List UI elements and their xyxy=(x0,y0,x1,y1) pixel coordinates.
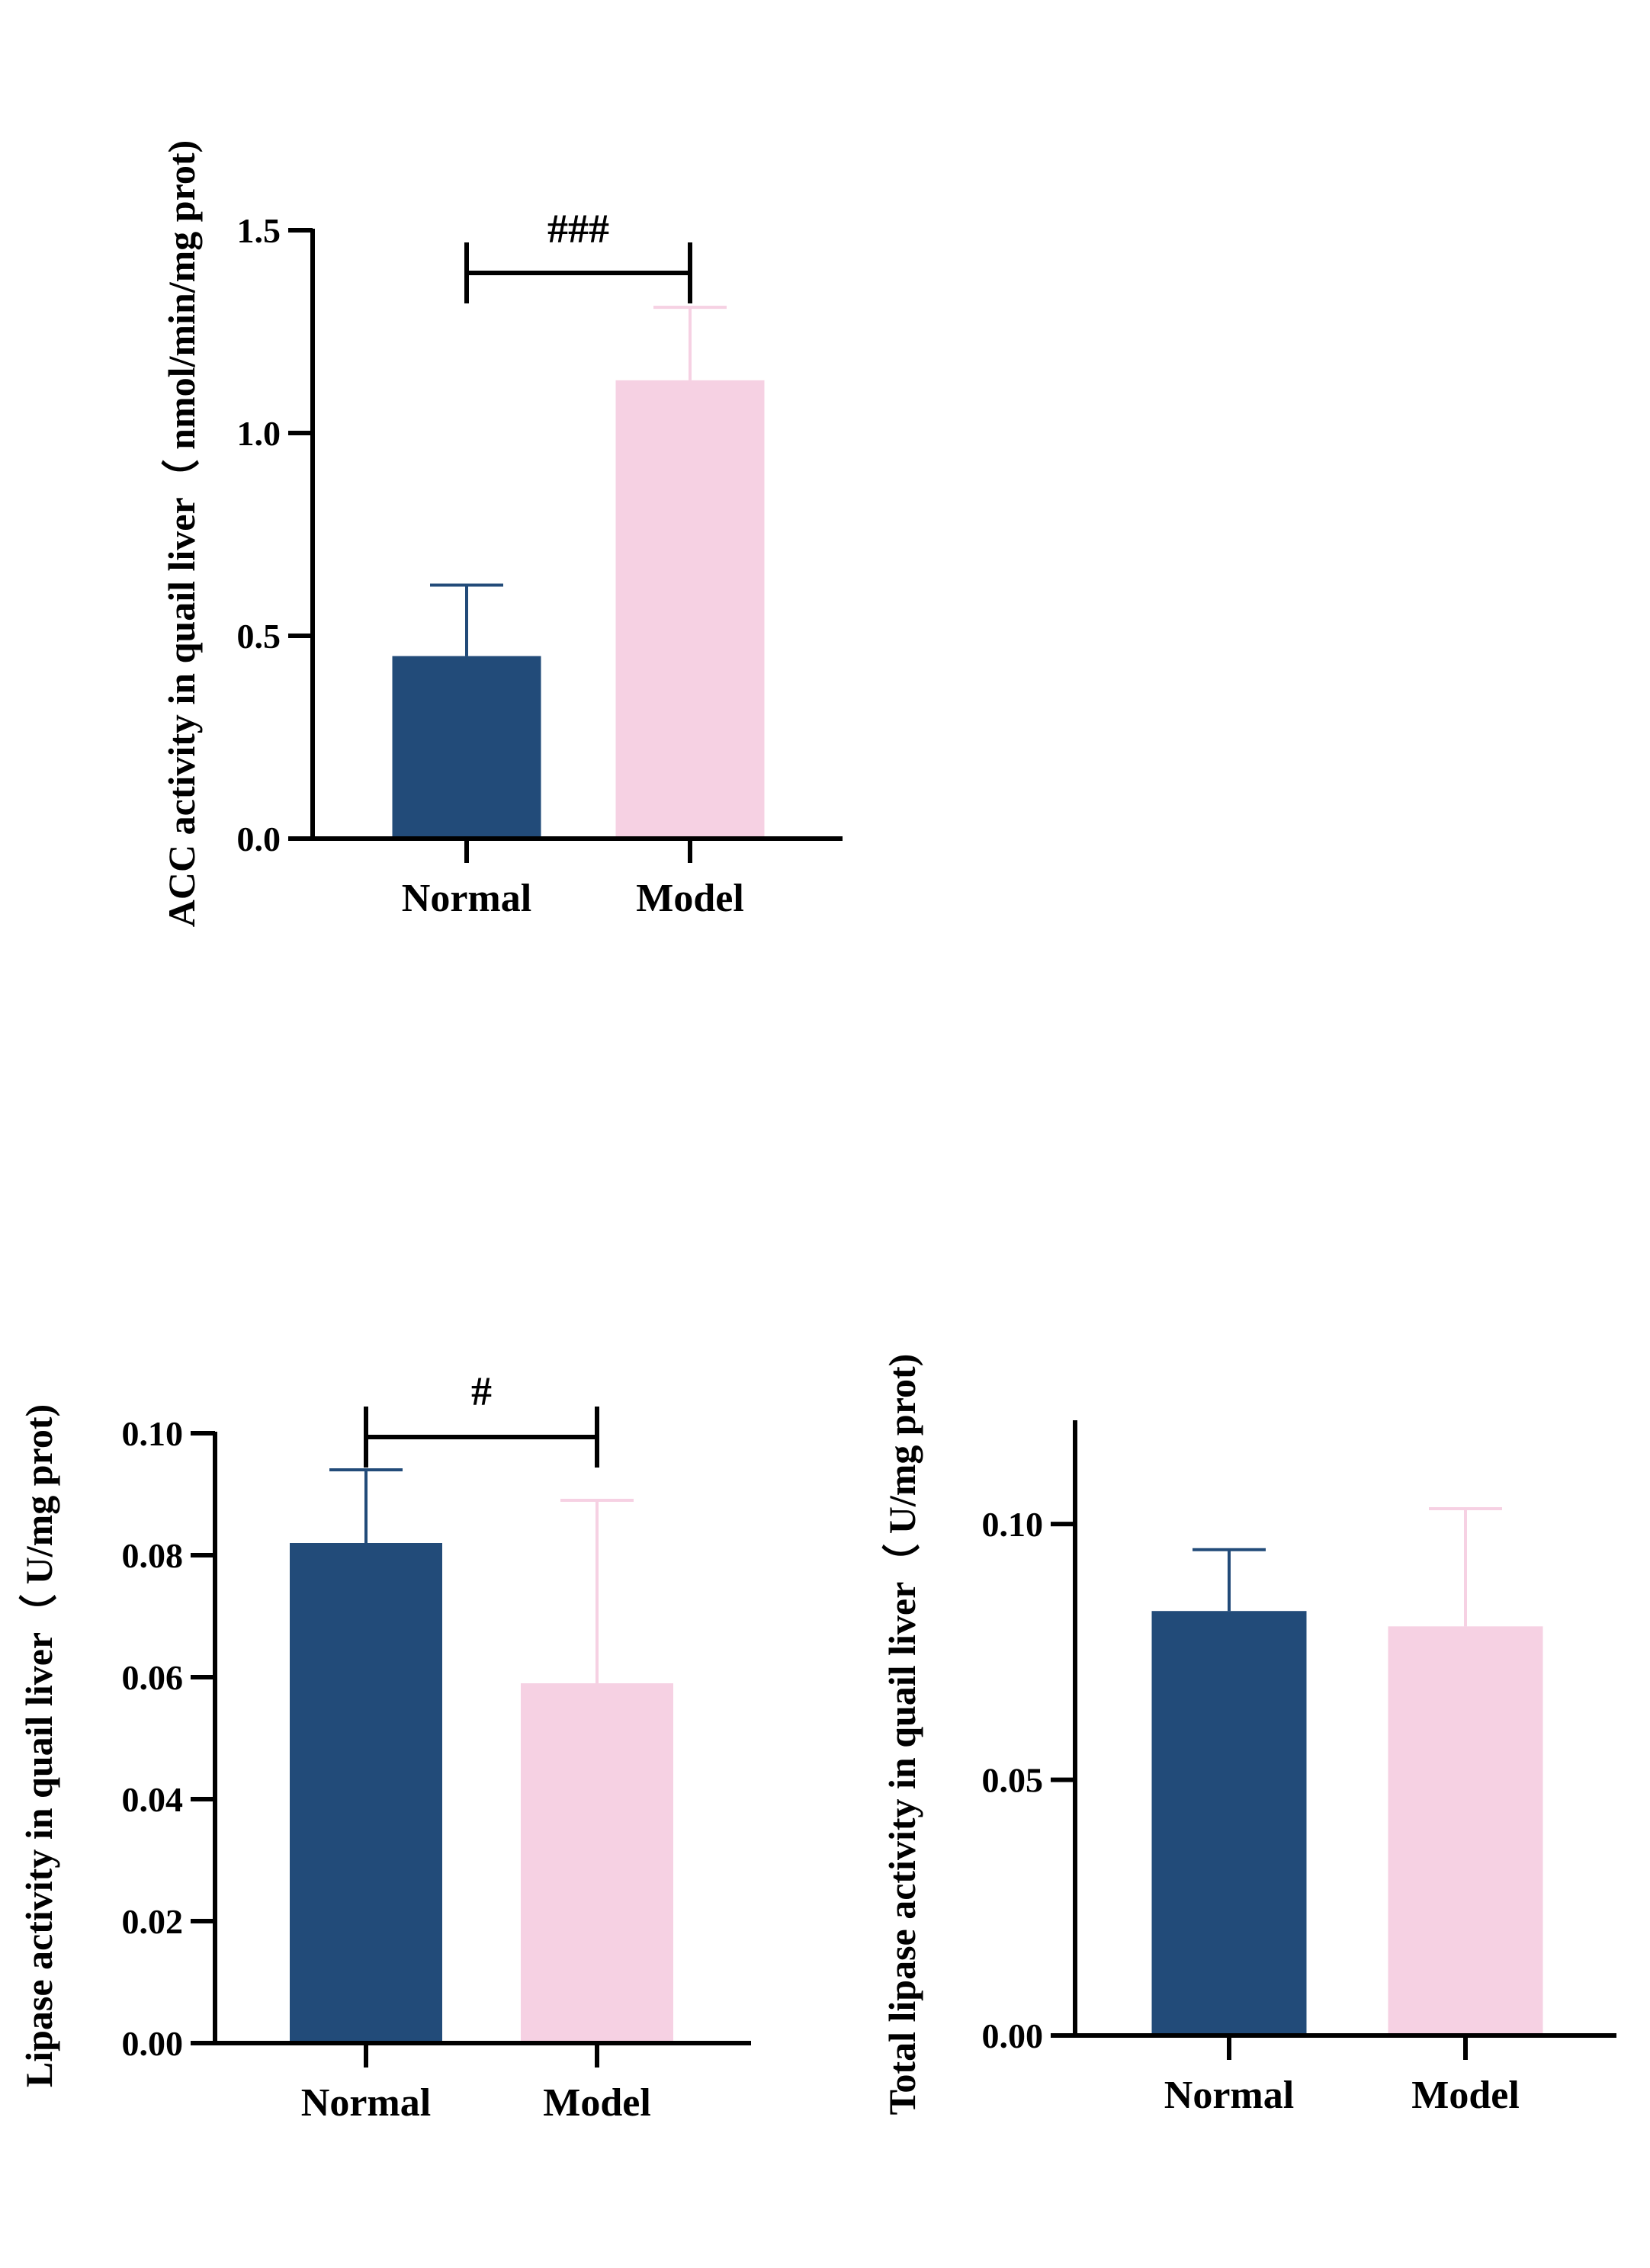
bar-model xyxy=(615,380,765,837)
bar-normal xyxy=(290,1543,442,2041)
x-tick-label-model: Model xyxy=(543,2081,651,2125)
chart-lipase: Lipase activity in quail liver（ U/mg pro… xyxy=(18,1368,751,2125)
y-tick-label: 0.05 xyxy=(982,1761,1044,1800)
y-tick-label: 0.00 xyxy=(982,2016,1044,2055)
y-tick-label: 0.10 xyxy=(982,1505,1044,1544)
y-tick-label: 1.5 xyxy=(237,211,281,250)
y-tick-label: 0.10 xyxy=(122,1414,184,1453)
x-tick-label-normal: Normal xyxy=(402,877,531,920)
y-tick-label: 0.5 xyxy=(237,617,281,656)
y-tick-label: 1.0 xyxy=(237,414,281,453)
y-tick-label: 0.06 xyxy=(122,1658,184,1697)
y-tick-label: 0.02 xyxy=(122,1902,184,1941)
x-tick-label-model: Model xyxy=(636,877,744,920)
y-axis-label: Lipase activity in quail liver（ U/mg pro… xyxy=(18,1404,60,2087)
significance-bracket: # xyxy=(364,1368,599,1468)
y-axis-label: Total lipase activity in quail liver（ U/… xyxy=(881,1354,923,2116)
y-tick-label: 0.08 xyxy=(122,1536,184,1575)
y-axis-label: ACC activity in quail liver（ nmol/min/mg… xyxy=(160,140,203,927)
bar-normal xyxy=(392,656,541,836)
x-tick-label-normal: Normal xyxy=(1164,2074,1294,2117)
significance-bracket: ### xyxy=(464,206,692,303)
x-tick-label-model: Model xyxy=(1411,2074,1520,2117)
bar-model xyxy=(521,1683,673,2041)
bar-model xyxy=(1388,1626,1543,2033)
significance-label: # xyxy=(471,1368,492,1414)
chart-total-lipase: Total lipase activity in quail liver（ U/… xyxy=(881,1354,1616,2117)
y-tick-label: 0.00 xyxy=(122,2024,184,2063)
significance-label: ### xyxy=(547,206,609,252)
y-tick-label: 0.0 xyxy=(237,820,281,858)
chart-acc: ACC activity in quail liver（ nmol/min/mg… xyxy=(160,140,843,927)
y-tick-label: 0.04 xyxy=(122,1780,184,1819)
bar-normal xyxy=(1151,1611,1307,2033)
x-tick-label-normal: Normal xyxy=(301,2081,431,2125)
